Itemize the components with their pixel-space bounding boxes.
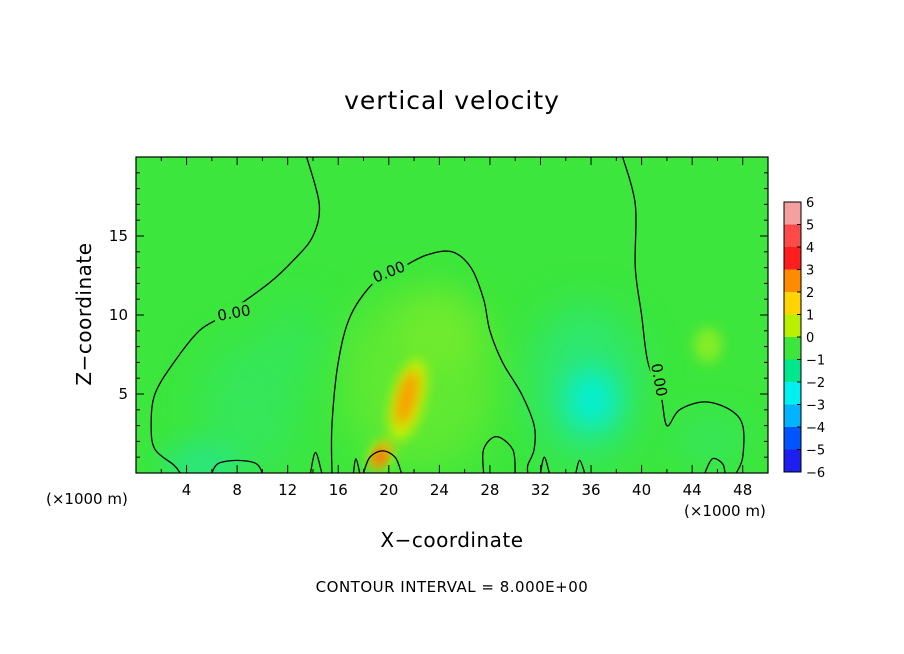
colorbar-label: −4 [806, 421, 825, 436]
colorbar: 6 5 4 3 2 1 0 −1 −2 −3 −4 −5 −6 [783, 196, 825, 481]
colorbar-label: 5 [806, 219, 814, 234]
contour-labels: 0.000.000.00 [212, 256, 672, 401]
x-tick-label: 40 [632, 481, 651, 499]
contour-line [622, 157, 745, 473]
colorbar-label: −6 [806, 466, 825, 481]
colorbar-label: −5 [806, 444, 825, 459]
x-tick-label: 28 [480, 481, 499, 499]
colorbar-band [784, 247, 801, 270]
contour-line [482, 436, 516, 473]
x-unit-note-right: (×1000 m) [684, 502, 766, 520]
contour-label: 0.00 [216, 301, 252, 325]
x-tick-label: 12 [278, 481, 297, 499]
colorbar-label: 1 [806, 309, 814, 324]
y-tick-label: 10 [109, 306, 128, 324]
x-tick-label: 36 [581, 481, 600, 499]
colorbar-band [784, 224, 801, 248]
contour-lines [150, 157, 745, 473]
x-unit-note-left: (×1000 m) [46, 490, 128, 508]
y-tick-label: 5 [118, 385, 128, 403]
contour-line [539, 456, 550, 473]
contour-line [330, 250, 537, 473]
contour-line [362, 450, 403, 473]
colorbar-label: −2 [806, 376, 825, 391]
contour-label: 0.00 [647, 362, 671, 398]
x-tick-label: 8 [232, 481, 242, 499]
colorbar-band [784, 292, 801, 315]
colorbar-label: 0 [806, 331, 814, 346]
colorbar-band [784, 202, 801, 225]
colorbar-band [784, 359, 801, 383]
x-tick-label: 32 [531, 481, 550, 499]
y-tick-label: 15 [109, 227, 128, 245]
colorbar-band [784, 314, 801, 338]
x-tick-label: 24 [430, 481, 449, 499]
colorbar-band [784, 337, 801, 360]
colorbar-label: 4 [806, 241, 814, 256]
colorbar-label: 2 [806, 286, 814, 301]
contour-interval-note: CONTOUR INTERVAL = 8.000E+00 [315, 578, 589, 596]
colorbar-band [784, 427, 801, 450]
contour-label-bg [367, 256, 411, 286]
contour-line [211, 459, 263, 473]
contour-line [575, 459, 586, 473]
contour-line [309, 451, 323, 473]
contour-line [704, 457, 726, 473]
colorbar-label: 3 [806, 264, 814, 279]
colorbar-band [784, 269, 801, 293]
chart-title: vertical velocity [344, 86, 560, 115]
x-tick-label: 20 [379, 481, 398, 499]
colorbar-band [784, 404, 801, 428]
colorbar-label: −1 [806, 354, 825, 369]
heatmap-field [136, 157, 768, 473]
x-tick-label: 48 [733, 481, 752, 499]
colorbar-label: 6 [806, 196, 814, 211]
colorbar-band [784, 449, 801, 473]
x-tick-label: 4 [182, 481, 192, 499]
contour-line [352, 458, 361, 473]
x-axis-label: X−coordinate [380, 528, 524, 552]
colorbar-band [784, 382, 801, 405]
x-tick-label: 44 [683, 481, 702, 499]
contour-label-bg [212, 300, 255, 324]
contour-label-bg [648, 358, 672, 401]
colorbar-label: −3 [806, 399, 825, 414]
contour-line [150, 157, 321, 473]
x-tick-label: 16 [329, 481, 348, 499]
y-axis-label: Z−coordinate [72, 242, 96, 386]
